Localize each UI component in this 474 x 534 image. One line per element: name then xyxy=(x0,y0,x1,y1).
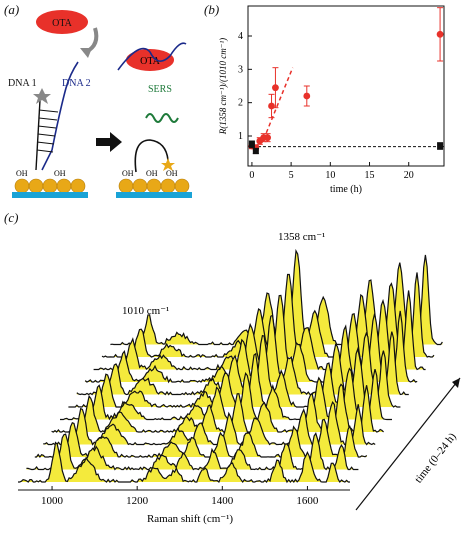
gold-nanoparticles-left xyxy=(14,178,86,194)
dna2-label: DNA 2 xyxy=(62,78,91,89)
x-tick-label: 10 xyxy=(325,170,335,181)
sers-label: SERS xyxy=(148,84,172,95)
peak-label-1358: 1358 cm⁻¹ xyxy=(278,231,325,243)
dna1-folded xyxy=(134,139,169,173)
data-point-red xyxy=(436,30,444,38)
x-tick-label: 1400 xyxy=(211,495,234,507)
time-arrow-head xyxy=(452,378,460,388)
oh-label-1: OH xyxy=(16,169,28,178)
dna1-strand xyxy=(35,99,41,171)
oh-label-4: OH xyxy=(146,169,158,178)
x-axis-label: time (h) xyxy=(330,184,362,195)
substrate-right xyxy=(116,192,192,198)
substrate-left xyxy=(12,192,88,198)
panel-c-label: (c) xyxy=(4,210,19,225)
ota-bound-label: OTA xyxy=(140,56,161,67)
x-tick-label: 0 xyxy=(249,170,254,181)
x-tick-label: 5 xyxy=(289,170,294,181)
data-point-black xyxy=(437,143,444,149)
data-point-black xyxy=(252,148,259,154)
ota-molecule xyxy=(36,10,88,34)
spectrum-line xyxy=(18,441,350,484)
x-tick-label: 1000 xyxy=(41,495,64,507)
panel-a-label: (a) xyxy=(4,2,20,17)
y-tick-label: 3 xyxy=(238,64,243,75)
reporter-star-near xyxy=(161,158,175,171)
y-tick-label: 1 xyxy=(238,131,243,142)
x-axis-label: Raman shift (cm⁻¹) xyxy=(147,513,233,525)
data-point-black xyxy=(248,141,255,148)
raman-reporter-star xyxy=(33,88,51,104)
oh-label-3: OH xyxy=(122,169,134,178)
oh-label-5: OH xyxy=(166,169,178,178)
panel-a-schematic: OTA DNA 1 DNA 2 OH OH OTA SERS OH OH OH xyxy=(8,10,192,198)
x-tick-label: 20 xyxy=(404,170,414,181)
x-tick-label: 15 xyxy=(365,170,375,181)
ota-label: OTA xyxy=(52,18,73,29)
data-point-red xyxy=(303,92,311,100)
ota-bound xyxy=(126,49,174,71)
peak-label-1010: 1010 cm⁻¹ xyxy=(122,305,169,317)
panel-b-chart: 0 5 10 15 20 1 2 3 4 time (h) R(1358 cm⁻¹)/(1010 c… xyxy=(218,5,445,195)
gold-nanoparticles-right xyxy=(118,178,190,194)
x-tick-label: 1200 xyxy=(126,495,149,507)
y-axis-label: R(1358 cm⁻¹)/(1010 cm⁻¹) xyxy=(218,38,228,135)
panel-b-label: (b) xyxy=(204,2,220,17)
process-arrow xyxy=(96,132,122,152)
panel-c-chart: 1000 1200 1400 1600 Raman shift (cm⁻¹) 1358 c… xyxy=(18,231,461,525)
data-point-red xyxy=(272,84,279,92)
x-tick-label: 1600 xyxy=(296,495,319,507)
time-axis-arrow xyxy=(355,377,461,511)
data-point-red xyxy=(264,134,271,142)
oh-label-2: OH xyxy=(54,169,66,178)
dna1-label: DNA 1 xyxy=(8,78,37,89)
dna-ladder xyxy=(36,109,59,153)
sers-wave xyxy=(145,113,179,123)
y-tick-label: 2 xyxy=(238,98,243,109)
y-tick-label: 4 xyxy=(238,31,243,42)
dna2-aptamer xyxy=(117,42,187,71)
fit-line xyxy=(262,67,294,140)
plot-frame xyxy=(247,5,445,167)
data-point-red xyxy=(268,102,275,110)
time-axis-label: time (0–24 h) xyxy=(412,431,459,486)
